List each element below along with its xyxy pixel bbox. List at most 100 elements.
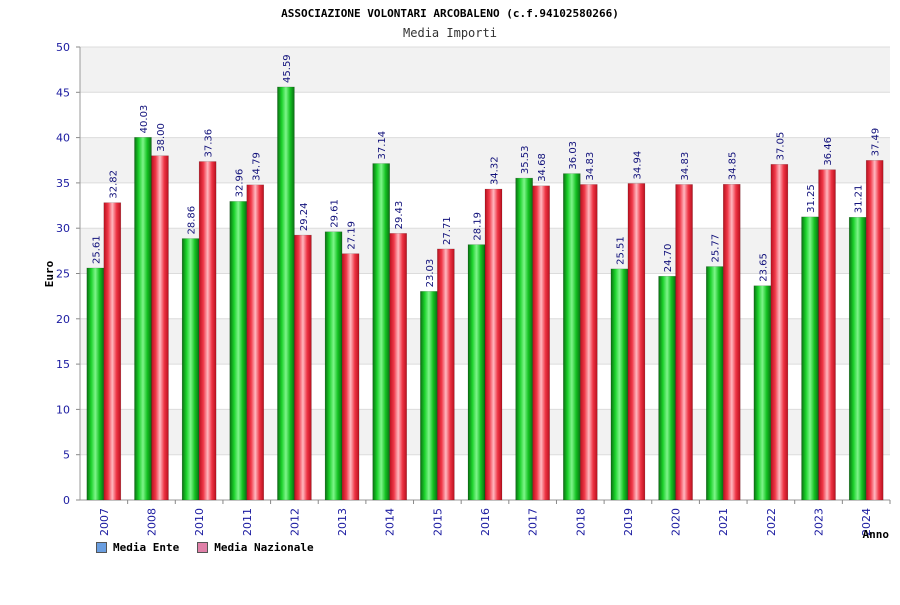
y-tick-label: 15 <box>56 358 70 371</box>
legend-item-media-ente: Media Ente <box>96 541 179 554</box>
value-label-media-ente: 31.25 <box>806 184 817 213</box>
bar-media-nazionale <box>437 248 455 501</box>
value-label-media-ente: 25.51 <box>615 236 626 265</box>
value-label-media-nazionale: 34.32 <box>490 156 501 185</box>
bar-media-nazionale <box>865 160 884 501</box>
value-label-media-nazionale: 38.00 <box>156 123 167 152</box>
y-tick-label: 30 <box>56 222 70 235</box>
bar-media-ente <box>801 216 819 501</box>
bar-media-nazionale <box>389 233 407 501</box>
y-tick-label: 40 <box>56 132 70 145</box>
value-label-media-ente: 32.96 <box>234 169 245 198</box>
bar-media-nazionale <box>627 183 646 501</box>
legend-label-media-ente: Media Ente <box>113 541 180 554</box>
bar-media-ente <box>324 231 343 501</box>
value-label-media-ente: 28.86 <box>187 206 198 235</box>
legend-label-media-nazionale: Media Nazionale <box>214 541 314 554</box>
x-tick-label: 2021 <box>717 508 730 536</box>
x-tick-label: 2015 <box>431 508 444 536</box>
x-tick-label: 2013 <box>336 508 349 536</box>
y-tick-label: 50 <box>56 41 70 54</box>
grid-band <box>80 47 890 93</box>
legend-swatch-media-ente <box>96 542 107 553</box>
bar-media-ente <box>181 238 200 501</box>
x-tick-label: 2007 <box>98 508 111 536</box>
value-label-media-ente: 40.03 <box>139 105 150 134</box>
bar-media-ente <box>515 177 533 501</box>
plot-area: 0 5 10 15 20 25 30 35 40 45 50 25.61 32.82 2007 40.03 3… <box>56 41 891 536</box>
bar-media-nazionale <box>151 155 169 501</box>
value-label-media-ente: 25.77 <box>711 234 722 263</box>
bar-media-ente <box>134 137 152 501</box>
legend: Media Ente Media Nazionale <box>96 541 314 554</box>
value-label-media-ente: 29.61 <box>330 199 341 228</box>
bar-media-ente <box>467 244 486 501</box>
value-label-media-ente: 23.03 <box>425 259 436 288</box>
value-label-media-ente: 31.21 <box>854 185 865 214</box>
value-label-media-nazionale: 34.94 <box>632 151 643 180</box>
value-label-media-nazionale: 32.82 <box>108 170 119 199</box>
value-label-media-nazionale: 37.49 <box>871 128 882 157</box>
bar-media-ente <box>420 291 438 501</box>
y-axis-label: Euro <box>43 260 56 287</box>
x-tick-label: 2017 <box>527 508 540 536</box>
bar-media-ente <box>705 266 724 501</box>
value-label-media-nazionale: 34.83 <box>585 152 596 181</box>
x-tick-label: 2020 <box>670 508 683 536</box>
bar-media-ente <box>563 173 581 501</box>
x-tick-label: 2024 <box>860 508 873 536</box>
value-label-media-nazionale: 34.68 <box>537 153 548 182</box>
value-label-media-nazionale: 27.71 <box>442 216 453 245</box>
legend-swatch-media-nazionale <box>197 542 209 553</box>
bar-media-nazionale <box>484 188 503 501</box>
value-label-media-nazionale: 37.05 <box>775 132 786 161</box>
bar-media-ente <box>86 267 105 501</box>
x-tick-label: 2011 <box>241 508 254 536</box>
value-label-media-ente: 45.59 <box>282 54 293 83</box>
bar-media-ente <box>848 216 867 501</box>
value-label-media-nazionale: 36.46 <box>823 137 834 166</box>
bar-media-nazionale <box>198 161 217 501</box>
x-tick-label: 2019 <box>622 508 635 536</box>
y-tick-label: 5 <box>63 449 70 462</box>
bar-media-ente <box>658 275 676 501</box>
bar-media-nazionale <box>246 184 265 501</box>
bar-media-nazionale <box>818 169 836 501</box>
value-label-media-nazionale: 37.36 <box>204 129 215 158</box>
bar-media-nazionale <box>532 185 550 501</box>
value-label-media-nazionale: 34.79 <box>251 152 262 181</box>
y-tick-label: 35 <box>56 177 70 190</box>
y-tick-label: 0 <box>63 494 70 507</box>
bar-media-nazionale <box>103 202 122 501</box>
x-tick-label: 2018 <box>574 508 587 536</box>
bar-media-nazionale <box>722 184 741 501</box>
y-tick-label: 45 <box>56 86 70 99</box>
x-tick-label: 2022 <box>765 508 778 536</box>
value-label-media-ente: 23.65 <box>758 253 769 282</box>
value-label-media-ente: 25.61 <box>91 235 102 264</box>
x-tick-label: 2014 <box>384 508 397 536</box>
bar-media-ente <box>229 201 248 501</box>
value-label-media-nazionale: 29.43 <box>394 201 405 230</box>
x-tick-label: 2008 <box>145 508 158 536</box>
chart-title: ASSOCIAZIONE VOLONTARI ARCOBALENO (c.f.9… <box>281 7 619 20</box>
bar-media-nazionale <box>770 164 789 501</box>
chart-subtitle: Media Importi <box>403 26 497 40</box>
value-label-media-ente: 37.14 <box>377 131 388 160</box>
x-tick-label: 2016 <box>479 508 492 536</box>
y-tick-label: 25 <box>56 268 70 281</box>
bar-media-nazionale <box>580 184 598 501</box>
x-axis-label: Anno <box>863 528 890 541</box>
value-label-media-ente: 28.19 <box>473 212 484 241</box>
bar-media-nazionale <box>341 253 360 501</box>
value-label-media-ente: 24.70 <box>663 244 674 273</box>
bar-media-ente <box>753 285 772 501</box>
legend-item-media-nazionale: Media Nazionale <box>197 541 314 554</box>
bar-media-ente <box>610 268 629 501</box>
x-tick-label: 2010 <box>193 508 206 536</box>
value-label-media-nazionale: 34.83 <box>680 152 691 181</box>
y-tick-label: 10 <box>56 403 70 416</box>
bar-media-nazionale <box>675 184 693 501</box>
x-tick-label: 2023 <box>813 508 826 536</box>
